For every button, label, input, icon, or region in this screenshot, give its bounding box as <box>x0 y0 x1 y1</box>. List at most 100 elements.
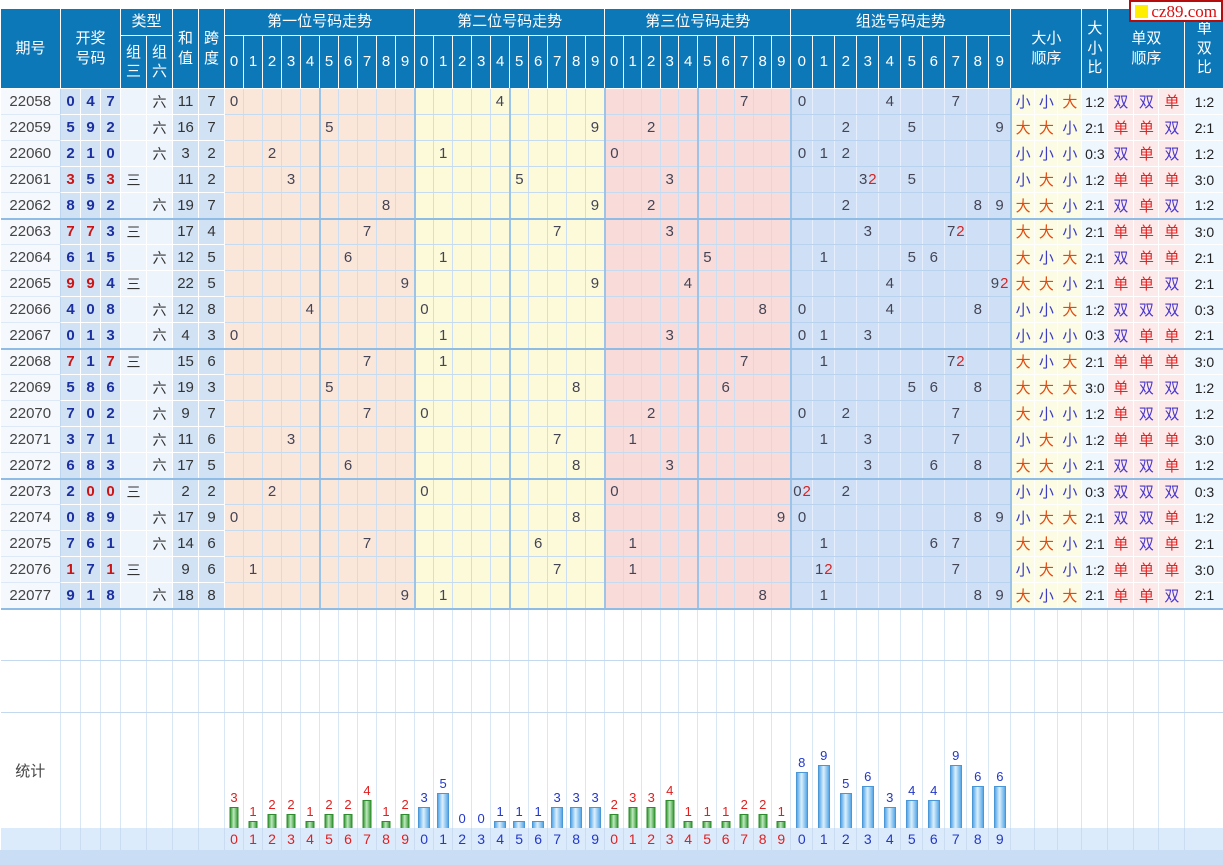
trend-cell <box>716 322 736 350</box>
digit-label-cell: 9 <box>988 827 1012 851</box>
trend-cell <box>414 582 435 610</box>
trend-cell <box>452 166 473 193</box>
digit-header: 9 <box>395 35 416 89</box>
type-zuliu-cell: 六 <box>146 244 174 271</box>
stat-bar <box>305 820 315 828</box>
group-trend-cell <box>856 400 880 427</box>
empty-cell <box>753 608 773 661</box>
group-trend-cell <box>790 114 814 141</box>
trend-cell <box>224 426 245 453</box>
parity-cell: 单 <box>1133 426 1160 453</box>
parity-cell: 单 <box>1133 114 1160 141</box>
issue-cell: 22069 <box>0 374 61 401</box>
group-trend-cell: 7 <box>944 88 968 115</box>
digit-label-cell: 3 <box>660 827 680 851</box>
trend-cell: 0 <box>414 478 435 505</box>
size-cell: 小 <box>1034 140 1059 167</box>
type-zuliu-cell: 六 <box>146 400 174 427</box>
draw-digit-cell: 1 <box>60 556 81 583</box>
draw-digit-cell: 7 <box>100 88 122 115</box>
group-trend-cell <box>966 140 990 167</box>
trend-cell <box>566 556 587 583</box>
empty-cell <box>697 608 718 661</box>
draw-digit-cell: 9 <box>80 192 101 220</box>
empty-cell <box>790 608 814 661</box>
type-zusan-cell <box>120 452 148 480</box>
digit-label-cell: 1 <box>243 827 264 851</box>
trend-cell <box>224 400 245 427</box>
stat-bar-cell: 1 <box>528 712 549 828</box>
empty-cell <box>224 660 245 713</box>
size-cell: 小 <box>1057 426 1083 453</box>
empty-cell <box>660 608 680 661</box>
trend-cell <box>771 244 792 271</box>
digit-label-cell: 7 <box>734 827 755 851</box>
issue-cell: 22074 <box>0 504 61 531</box>
table-row: 22077 9 1 8 六 18 8 9 1 8 1 8 9 大小大 2:1 单单双 2:1 <box>0 582 1223 610</box>
digit-label-cell: 0 <box>414 827 435 851</box>
trend-cell <box>300 374 321 401</box>
digit-label-cell: 6 <box>528 827 549 851</box>
site-logo[interactable]: cz89.com <box>1129 0 1223 22</box>
digit-label-cell: 5 <box>509 827 530 851</box>
group-trend-cell <box>900 556 924 583</box>
group-trend-cell <box>812 114 836 141</box>
trend-table-mount: 期号 开奖 号码 类型和值跨度第一位号码走势 第二位号码走势 第三位号码走势 组选号码走势大… <box>0 8 1223 851</box>
trend-cell <box>490 556 511 583</box>
group-trend-cell <box>988 166 1012 193</box>
digit-header: 2 <box>262 35 283 89</box>
trend-cell <box>771 348 792 375</box>
trend-cell <box>319 296 340 323</box>
size-cell: 大 <box>1010 218 1036 245</box>
trend-cell: 6 <box>338 244 359 271</box>
trend-cell <box>585 322 606 350</box>
trend-cell <box>433 478 454 505</box>
type-zusan-cell: 三 <box>120 478 148 505</box>
draw-digit-cell: 9 <box>80 270 101 297</box>
empty-cell <box>697 660 718 713</box>
group-trend-cell: 72 <box>944 218 968 245</box>
stat-bar-cell: 5 <box>834 712 858 828</box>
trend-cell <box>319 348 340 375</box>
trend-cell <box>357 270 378 297</box>
type-zuliu-cell <box>146 270 174 297</box>
trend-cell <box>376 166 397 193</box>
trend-cell <box>490 582 511 610</box>
trend-cell <box>528 452 549 480</box>
trend-cell <box>528 582 549 610</box>
stat-value: 3 <box>420 789 428 805</box>
trend-cell <box>376 218 397 245</box>
type-zuliu-cell <box>146 166 174 193</box>
empty-cell <box>812 660 836 713</box>
table-row: 22060 2 1 0 六 3 2 2 1 0 0 1 2 小小小 0:3 双单双 1:2 <box>0 140 1223 167</box>
trend-cell <box>471 244 492 271</box>
label-empty-cell <box>1010 827 1036 851</box>
parity-cell: 单 <box>1158 88 1186 115</box>
label-empty-cell <box>1107 827 1135 851</box>
trend-cell <box>528 556 549 583</box>
trend-cell <box>547 322 568 350</box>
digit-label-cell: 6 <box>716 827 736 851</box>
digit-header: 4 <box>878 35 902 89</box>
table-row: 22075 7 6 1 六 14 6 7 6 1 1 6 7 大大小 2:1 单双单 2:1 <box>0 530 1223 557</box>
stats-empty-cell <box>120 712 148 828</box>
trend-cell <box>243 348 264 375</box>
draw-digit-cell: 2 <box>100 114 122 141</box>
trend-cell <box>490 348 511 375</box>
trend-cell <box>414 192 435 220</box>
empty-cell <box>376 660 397 713</box>
group-trend-cell <box>878 114 902 141</box>
digit-header: 6 <box>338 35 359 89</box>
stat-bar-cell: 1 <box>376 712 397 828</box>
trend-cell <box>716 582 736 610</box>
trend-cell <box>585 374 606 401</box>
trend-cell <box>547 582 568 610</box>
trend-cell <box>566 426 587 453</box>
trend-cell <box>547 400 568 427</box>
label-empty-cell <box>172 827 200 851</box>
trend-cell <box>319 166 340 193</box>
trend-cell <box>734 504 755 531</box>
trend-cell <box>697 504 718 531</box>
size-cell: 大 <box>1010 270 1036 297</box>
group-trend-cell <box>812 166 836 193</box>
